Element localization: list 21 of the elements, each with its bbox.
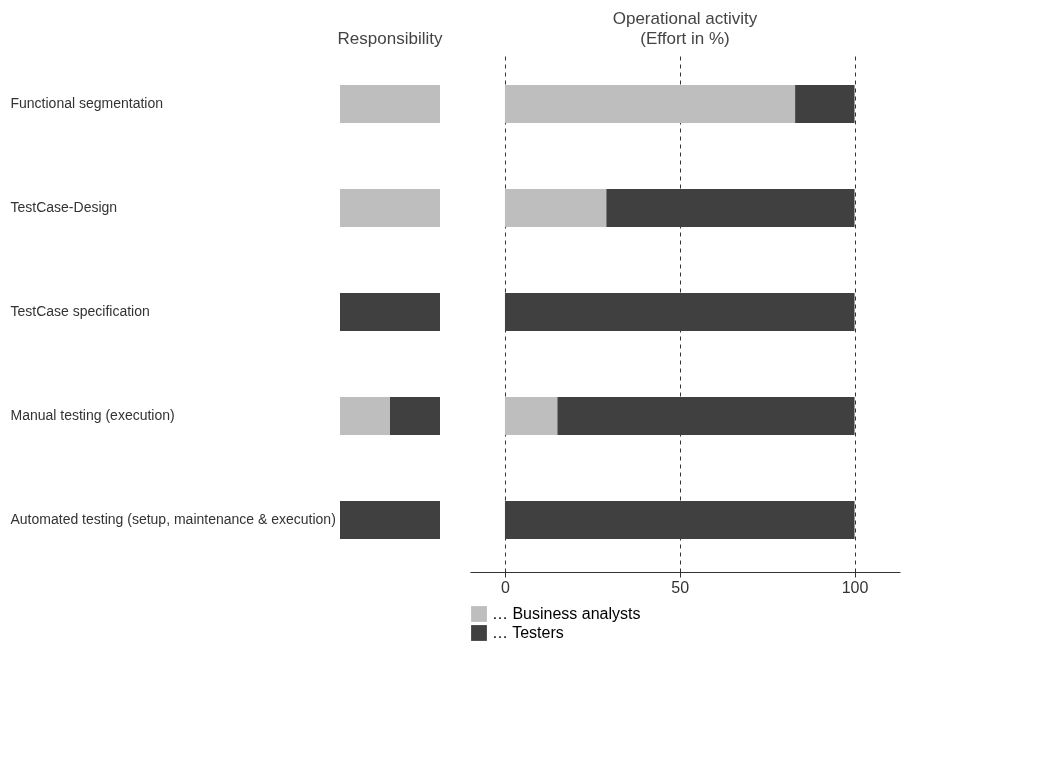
bar — [504, 293, 855, 331]
bar — [504, 397, 558, 435]
bar — [504, 189, 607, 227]
legend-label: … Business analysts — [492, 605, 641, 622]
chart-title: Responsibility — [337, 29, 443, 48]
bar — [795, 85, 855, 123]
bar — [557, 397, 855, 435]
x-tick-label: 100 — [841, 578, 869, 596]
y-tick-label: Automated testing (setup, maintenance & execution) — [10, 511, 336, 527]
y-tick-label: Functional segmentation — [10, 95, 164, 111]
chart-subtitle: (Effort in %) — [640, 29, 730, 48]
x-tick-label: 0 — [501, 578, 511, 596]
bar — [606, 189, 855, 227]
bar — [504, 85, 796, 123]
legend-label: … Testers — [492, 624, 564, 641]
x-tick-label: 50 — [671, 578, 690, 596]
bar — [504, 501, 855, 539]
y-tick-label: TestCase specification — [10, 303, 150, 319]
y-tick-label: Manual testing (execution) — [10, 407, 175, 423]
y-tick-label: TestCase-Design — [10, 199, 118, 215]
chart-title: Operational activity — [612, 9, 758, 28]
